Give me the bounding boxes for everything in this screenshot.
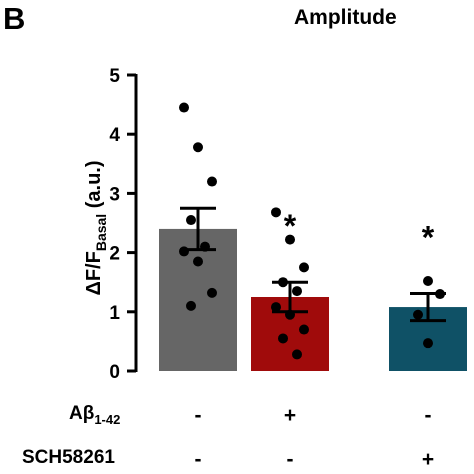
y-tick-label: 3 — [109, 184, 120, 205]
data-point — [299, 324, 309, 335]
condition-sign: - — [195, 448, 202, 471]
data-point — [193, 142, 203, 153]
data-point — [179, 102, 189, 113]
condition-sign: - — [287, 448, 294, 471]
condition-label-abeta: Aβ1-42 — [69, 403, 120, 427]
y-tick-label: 1 — [109, 303, 120, 324]
y-axis-label-unit: (a.u.) — [83, 160, 105, 213]
condition-label-sch58261: SCH58261 — [22, 447, 115, 468]
data-point — [423, 276, 433, 287]
data-point — [413, 309, 423, 320]
data-point — [278, 277, 288, 288]
data-point — [186, 300, 196, 311]
significance-markers: * * — [284, 208, 435, 255]
bar — [159, 228, 237, 371]
y-axis-label: ΔF/FBasal (a.u.) — [83, 160, 109, 295]
y-axis-label-main: ΔF/F — [83, 251, 105, 295]
y-tick-label: 4 — [109, 125, 120, 146]
significance-asterisk: * — [284, 208, 297, 244]
data-point — [435, 289, 445, 300]
data-point — [278, 333, 288, 344]
condition-sign: - — [425, 404, 432, 427]
data-point — [292, 286, 302, 297]
data-point — [285, 309, 295, 320]
data-point — [292, 349, 302, 360]
data-point — [285, 234, 295, 245]
y-axis-label-subscript: Basal — [93, 214, 109, 251]
data-point — [299, 262, 309, 273]
chart-title: Amplitude — [294, 6, 397, 29]
data-point — [423, 338, 433, 349]
data-point — [271, 302, 281, 313]
panel-letter: B — [3, 1, 25, 36]
condition-sign: + — [422, 448, 434, 471]
data-point — [193, 256, 203, 267]
data-point — [207, 287, 217, 298]
y-tick-label: 2 — [109, 244, 120, 265]
condition-signs: - + - - - + — [195, 404, 435, 471]
condition-sign: - — [195, 404, 202, 427]
y-tick-label: 5 — [109, 66, 120, 87]
y-tick-label: 0 — [109, 362, 120, 383]
significance-asterisk: * — [422, 219, 435, 255]
condition-sign: + — [284, 404, 296, 427]
data-point — [179, 246, 189, 257]
y-axis-ticks: 0 1 2 3 4 5 — [109, 66, 136, 383]
data-point — [186, 215, 196, 226]
data-point — [207, 176, 217, 187]
data-point — [200, 241, 210, 252]
data-points — [179, 102, 445, 360]
data-point — [271, 207, 281, 218]
